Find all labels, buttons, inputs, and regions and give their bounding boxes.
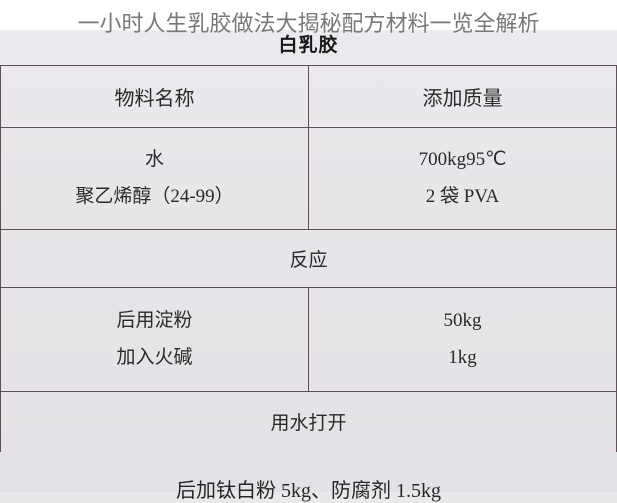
document-paper: 白乳胶 物料名称 添加质量 水 聚乙烯醇（24-99） 700kg95℃ 2 袋… xyxy=(0,30,617,492)
spanner-reaction: 反应 xyxy=(1,230,617,288)
qty-pva: 2 袋 PVA xyxy=(309,179,616,215)
spanner-dilute: 用水打开 xyxy=(1,392,617,452)
recipe-table: 物料名称 添加质量 水 聚乙烯醇（24-99） 700kg95℃ 2 袋 PVA… xyxy=(0,65,617,452)
material-starch: 后用淀粉 xyxy=(1,303,308,339)
table-header-row: 物料名称 添加质量 xyxy=(1,66,617,128)
qty-starch: 50kg xyxy=(309,303,616,339)
table-row: 后用淀粉 加入火碱 50kg 1kg xyxy=(1,288,617,392)
cell-stack: 后用淀粉 加入火碱 xyxy=(1,295,308,383)
material-pva: 聚乙烯醇（24-99） xyxy=(1,179,308,215)
table-spanner-row: 用水打开 xyxy=(1,392,617,452)
table-row: 水 聚乙烯醇（24-99） 700kg95℃ 2 袋 PVA xyxy=(1,128,617,230)
material-water: 水 xyxy=(1,142,308,178)
cell-stack: 700kg95℃ 2 袋 PVA xyxy=(309,134,616,222)
qty-water: 700kg95℃ xyxy=(309,142,616,178)
qty-caustic: 1kg xyxy=(309,340,616,376)
header-quantity: 添加质量 xyxy=(309,66,617,128)
cell-stack: 水 聚乙烯醇（24-99） xyxy=(1,134,308,222)
table-spanner-row: 反应 xyxy=(1,230,617,288)
header-material-name: 物料名称 xyxy=(1,66,309,128)
footer-note: 后加钛白粉 5kg、防腐剂 1.5kg xyxy=(0,452,617,503)
material-caustic: 加入火碱 xyxy=(1,340,308,376)
cell-stack: 50kg 1kg xyxy=(309,295,616,383)
